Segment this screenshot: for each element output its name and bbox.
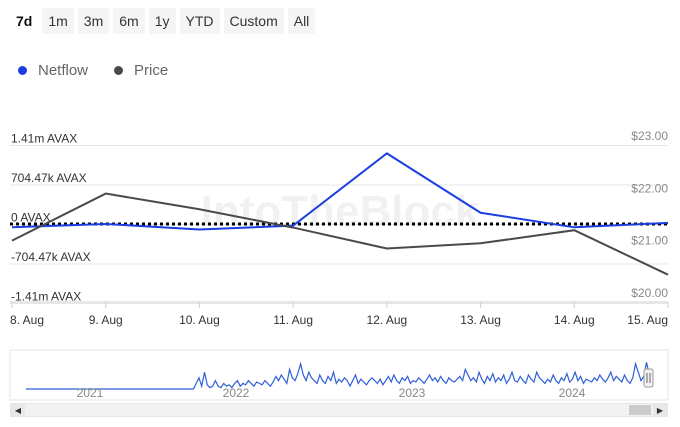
price-dot-icon [114,66,124,75]
legend: Netflow Price [18,62,168,79]
range-button-7d[interactable]: 7d [10,8,39,34]
scroll-right-icon[interactable]: ▶ [653,404,667,416]
navigator-year-label: 2023 [399,386,426,400]
range-navigator[interactable]: 2021 2022 2023 2024 [0,345,680,405]
y-right-tick-label: $20.00 [631,286,668,300]
scroll-thumb[interactable] [629,405,651,415]
legend-price[interactable]: Price [114,62,168,79]
navigator-handle[interactable] [643,368,654,388]
range-button-ytd[interactable]: YTD [179,8,220,34]
x-tick-label: 10. Aug [179,313,220,327]
y-right-tick-label: $22.00 [631,181,668,195]
navigator-year-label: 2022 [223,386,250,400]
range-button-1y[interactable]: 1y [148,8,176,34]
y-left-tick-label: 704.47k AVAX [11,171,87,185]
x-tick-label: 13. Aug [460,313,501,327]
legend-netflow[interactable]: Netflow [18,62,88,79]
navigator-year-label: 2021 [77,386,104,400]
time-range-selector: 7d 1m 3m 6m 1y YTD Custom All [10,8,316,34]
range-button-1m[interactable]: 1m [42,8,74,34]
navigator-frame [9,349,669,401]
y-left-tick-label: -704.47k AVAX [11,250,91,264]
range-button-all[interactable]: All [287,8,316,34]
scroll-left-icon[interactable]: ◀ [11,404,25,416]
navigator-series-line [26,361,653,390]
y-left-tick-label: 1.41m AVAX [11,132,77,146]
x-tick-label: 12. Aug [366,313,407,327]
x-tick-label: 9. Aug [89,313,123,327]
y-right-tick-label: $21.00 [631,234,668,248]
x-tick-label: 11. Aug [273,313,313,327]
x-tick-label: 15. Aug [627,313,668,327]
legend-price-label: Price [134,62,169,79]
y-left-tick-label: 0 AVAX [11,211,51,225]
series-line-price[interactable] [11,192,669,276]
range-button-custom[interactable]: Custom [223,8,284,34]
range-button-6m[interactable]: 6m [113,8,145,34]
y-right-tick-label: $23.00 [631,129,668,143]
y-left-tick-label: -1.41m AVAX [11,290,81,304]
horizontal-scrollbar[interactable]: ◀ ▶ [10,403,668,417]
x-tick-label: 14. Aug [554,313,595,327]
netflow-dot-icon [18,66,27,75]
navigator-year-label: 2024 [559,386,586,400]
x-tick-label: 8. Aug [10,313,44,327]
legend-netflow-label: Netflow [38,62,89,79]
series-line-netflow[interactable] [11,152,669,231]
range-button-3m[interactable]: 3m [77,8,110,34]
